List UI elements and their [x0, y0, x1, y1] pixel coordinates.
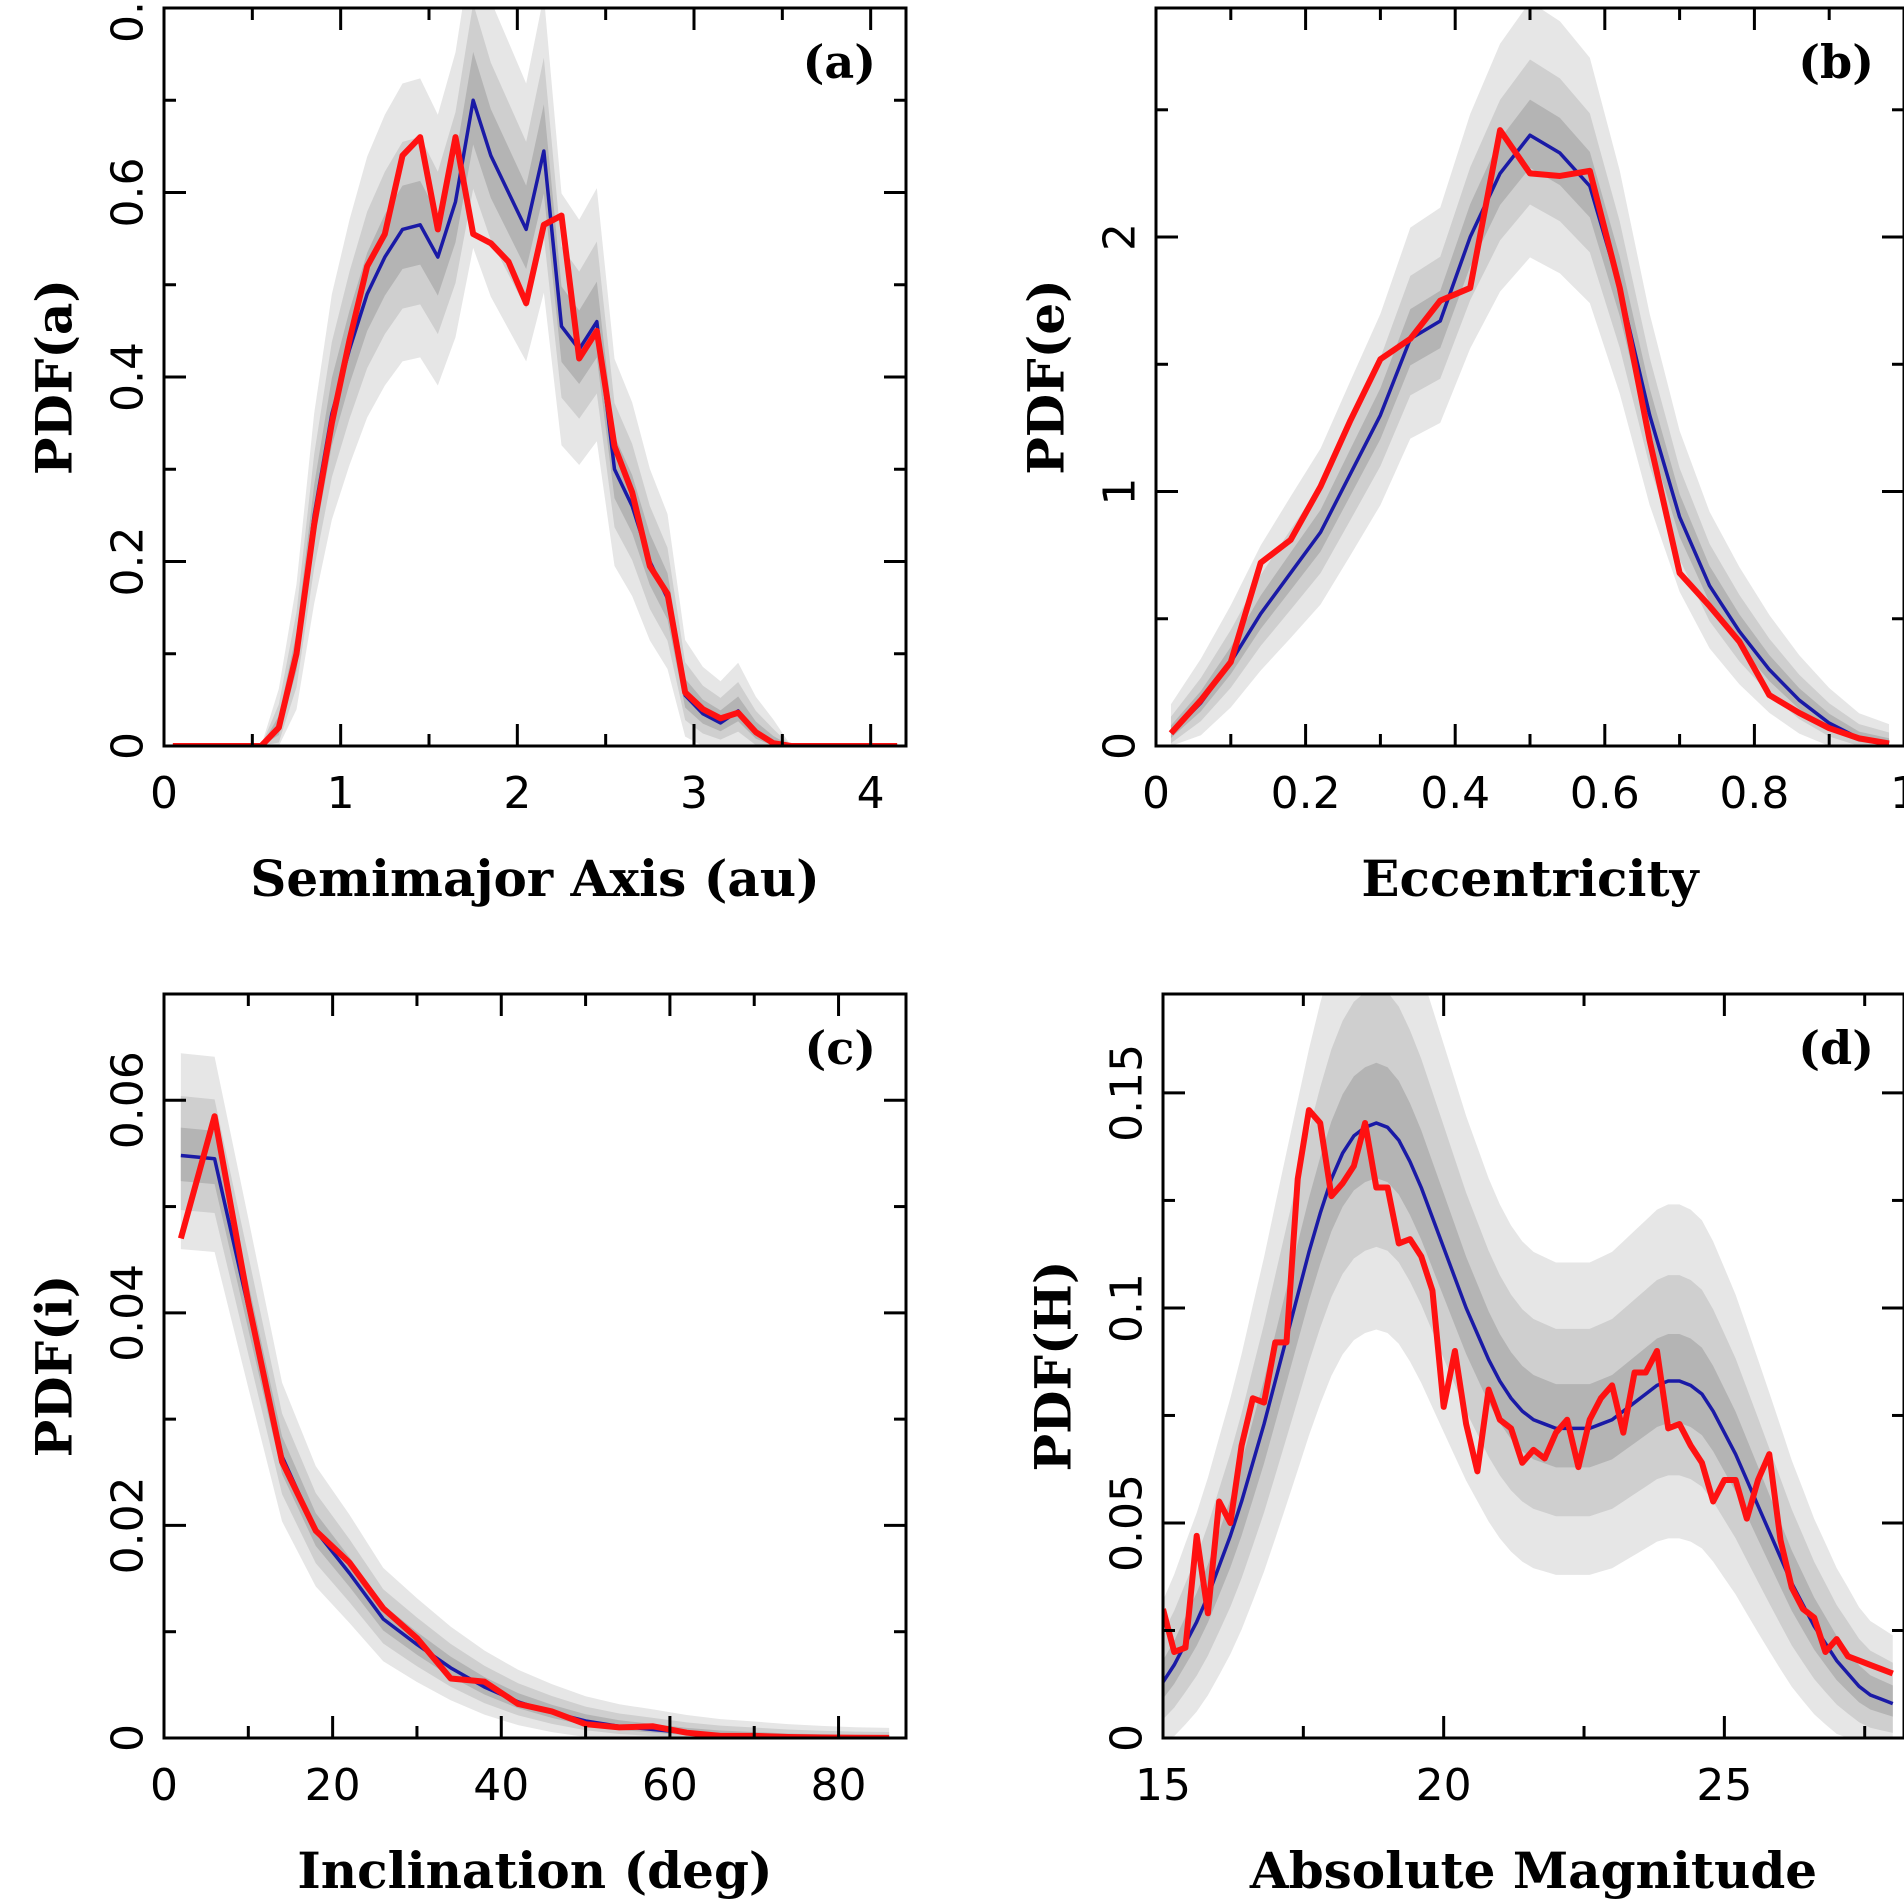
- panel-b: 0 0.2 0.4 0.6 0.8 1 0 1 2 Eccentricity PDF(e) (b): [1017, 6, 1904, 908]
- x-tick-label: 40: [473, 1760, 529, 1811]
- band-inner: [1163, 1062, 1893, 1717]
- x-tick-label: 0: [150, 768, 178, 819]
- band-outer: [180, 1053, 890, 1738]
- y-tick-label: 1: [1095, 478, 1146, 506]
- y-tick-label: 0.4: [103, 342, 154, 412]
- y-tick-label: 0.15: [1102, 1044, 1153, 1142]
- x-tick-label: 60: [642, 1760, 698, 1811]
- x-tick-label: 0.2: [1271, 768, 1341, 819]
- y-axis-title: PDF(H): [1024, 1260, 1083, 1471]
- observed-line: [1168, 127, 1890, 746]
- x-tick-label: 20: [305, 1760, 361, 1811]
- panel-c: 0 20 40 60 80 0 0.02 0.04 0.06 Inclination (deg) P…: [25, 992, 908, 1900]
- panel-label: (d): [1798, 1021, 1874, 1075]
- y-tick-label: 0.8: [103, 0, 154, 43]
- x-tick-label: 0.6: [1570, 768, 1640, 819]
- observed-line: [177, 1113, 890, 1738]
- x-tick-label: 20: [1416, 1760, 1472, 1811]
- model-line: [1169, 133, 1890, 746]
- model-line: [172, 98, 898, 746]
- panel-label: (c): [804, 1021, 876, 1075]
- plot-area: [1163, 994, 1894, 1738]
- y-axis-title: PDF(i): [25, 1275, 84, 1458]
- panel-label: (a): [803, 35, 876, 89]
- axes-frame: [1161, 992, 1904, 1740]
- panel-label: (b): [1798, 35, 1874, 89]
- x-axis-title: Absolute Magnitude: [1249, 1841, 1817, 1900]
- x-tick-label: 0.4: [1420, 768, 1490, 819]
- plot-area: [172, 8, 898, 746]
- x-tick-label: 0.8: [1719, 768, 1789, 819]
- observed-line: [172, 134, 898, 746]
- x-tick-label: 4: [857, 768, 885, 819]
- x-tick-label: 0: [1142, 768, 1170, 819]
- x-axis-title: Inclination (deg): [297, 1841, 772, 1900]
- x-tick-label: 2: [503, 768, 531, 819]
- x-tick-label: 15: [1135, 1760, 1191, 1811]
- x-tick-label: 1: [1890, 768, 1904, 819]
- x-tick-label: 0: [150, 1760, 178, 1811]
- y-tick-label: 0: [103, 1724, 154, 1752]
- y-tick-label: 0.04: [103, 1264, 154, 1362]
- plot-area: [1168, 8, 1890, 746]
- x-tick-label: 3: [680, 768, 708, 819]
- y-tick-label: 0.05: [1102, 1474, 1153, 1572]
- panel-d: 15 20 25 0 0.05 0.1 0.15 Absolute Magnitude PDF(…: [1024, 992, 1904, 1900]
- y-tick-label: 2: [1095, 223, 1146, 251]
- x-tick-label: 25: [1696, 1760, 1752, 1811]
- x-axis-title: Semimajor Axis (au): [250, 849, 820, 908]
- y-axis-title: PDF(e): [1017, 279, 1076, 475]
- y-tick-label: 0.06: [103, 1051, 154, 1149]
- y-tick-label: 0.1: [1102, 1273, 1153, 1343]
- panel-a: 0 1 2 3 4 0 0.2 0.4 0.6 0.8 Semimajor Axis (au) PDF…: [25, 0, 908, 908]
- y-axis-title: PDF(a): [25, 279, 84, 475]
- observed-line: [1163, 1107, 1894, 1677]
- band-mid: [172, 8, 898, 746]
- x-tick-label: 80: [811, 1760, 867, 1811]
- band-inner: [172, 51, 898, 746]
- y-tick-label: 0: [1102, 1724, 1153, 1752]
- x-tick-label: 1: [327, 768, 355, 819]
- y-tick-label: 0.6: [103, 158, 154, 228]
- y-tick-label: 0: [103, 732, 154, 760]
- y-tick-label: 0.02: [103, 1476, 154, 1574]
- axes-frame: [162, 992, 908, 1740]
- x-axis-title: Eccentricity: [1361, 849, 1700, 908]
- plot-area: [177, 1053, 890, 1738]
- y-tick-label: 0: [1095, 732, 1146, 760]
- y-tick-label: 0.2: [103, 527, 154, 597]
